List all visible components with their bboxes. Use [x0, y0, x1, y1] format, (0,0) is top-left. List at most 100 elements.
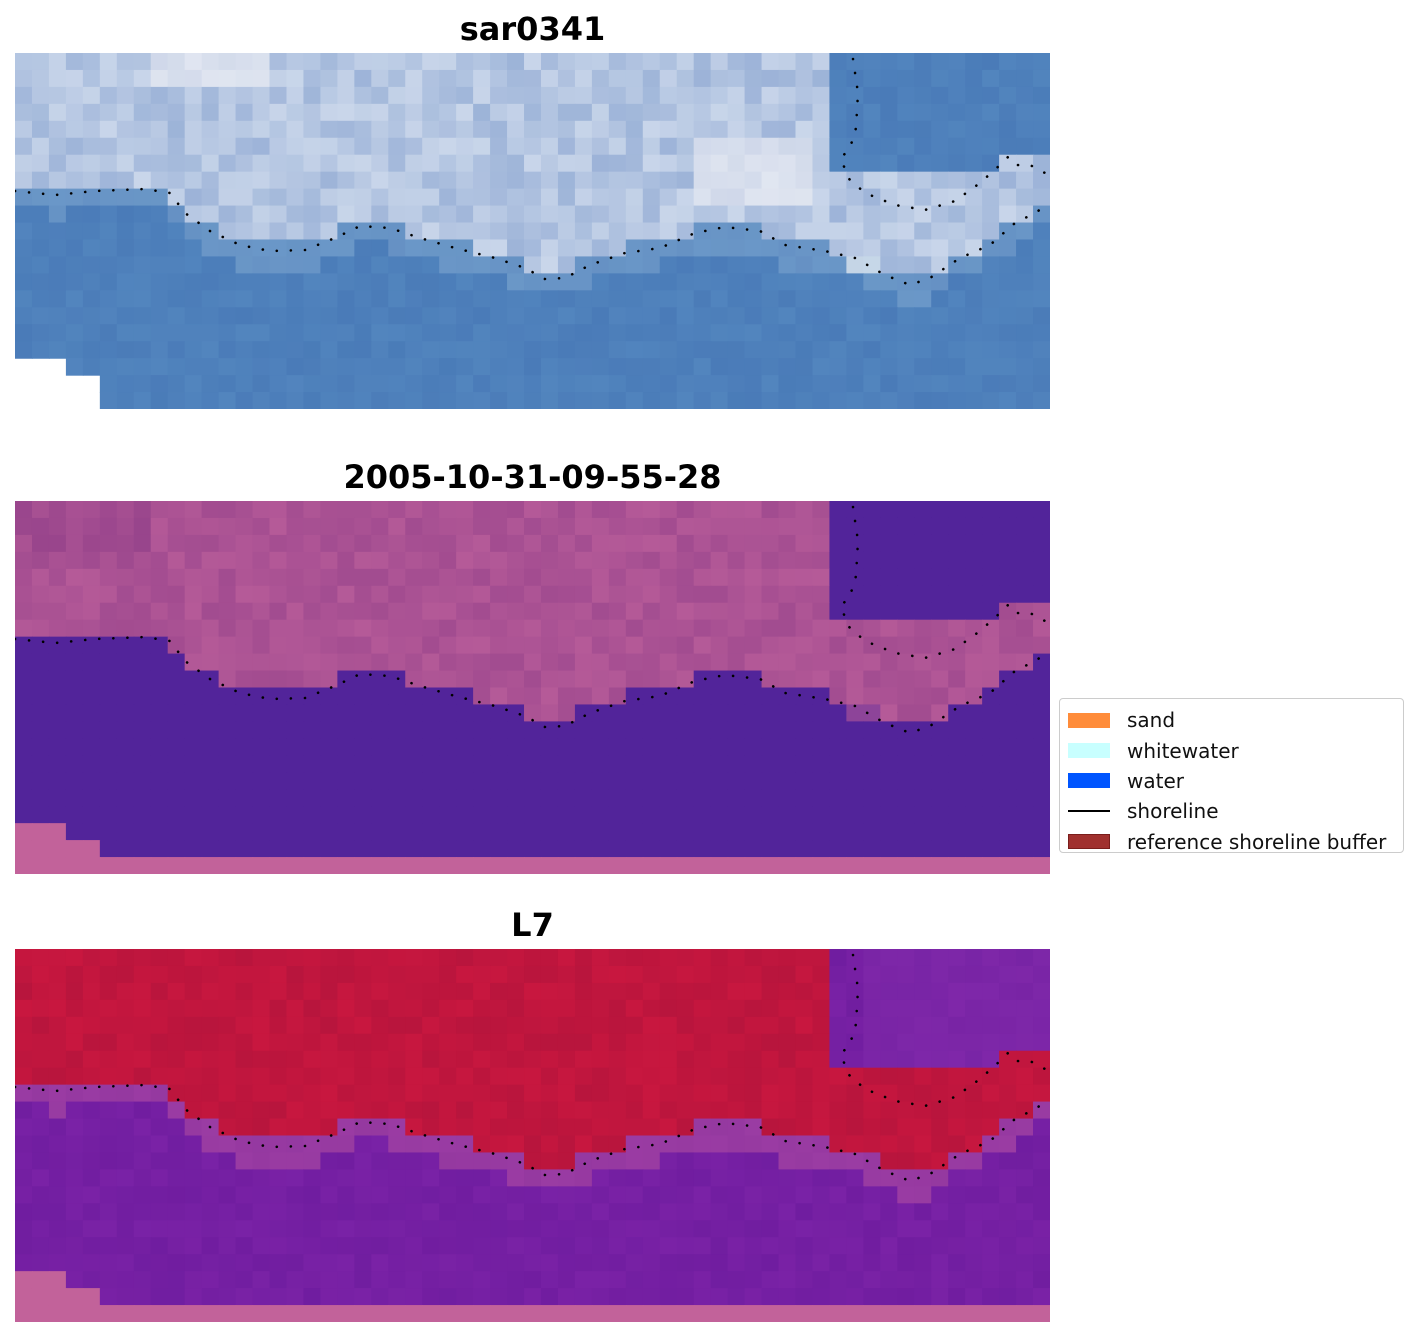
pixel — [1033, 501, 1050, 519]
pixel — [150, 534, 169, 553]
pixel — [405, 1016, 423, 1035]
pixel — [659, 772, 678, 790]
pixel — [252, 1186, 271, 1204]
pixel — [897, 1050, 915, 1069]
pixel — [965, 103, 983, 122]
pixel — [880, 53, 898, 71]
pixel — [218, 120, 237, 139]
pixel — [999, 636, 1017, 655]
pixel — [931, 239, 949, 258]
pixel — [201, 1169, 220, 1187]
pixel — [897, 53, 915, 71]
pixel — [591, 103, 610, 122]
pixel — [591, 222, 610, 241]
pixel — [507, 721, 525, 739]
pixel — [863, 341, 881, 359]
pixel — [286, 307, 305, 325]
pixel — [218, 53, 237, 71]
pixel — [1033, 290, 1050, 308]
pixel — [354, 188, 372, 207]
pixel — [405, 1033, 423, 1052]
pixel — [48, 120, 67, 139]
pixel — [439, 222, 457, 241]
pixel — [150, 789, 169, 807]
pixel — [371, 823, 389, 841]
pixel — [795, 53, 814, 71]
pixel — [1016, 755, 1034, 773]
pixel — [676, 358, 695, 376]
pixel — [999, 772, 1017, 790]
pixel — [507, 154, 525, 173]
pixel — [659, 982, 678, 1001]
pixel — [65, 806, 84, 824]
pixel — [846, 1220, 864, 1238]
pixel — [337, 949, 355, 967]
pixel — [846, 1067, 864, 1086]
pixel — [1033, 86, 1050, 105]
pixel — [965, 670, 983, 689]
pixel — [320, 1016, 338, 1035]
pixel — [65, 69, 84, 88]
pixel — [574, 222, 593, 241]
pixel — [167, 687, 186, 706]
pixel — [778, 69, 797, 88]
pixel — [863, 1271, 881, 1289]
pixel — [99, 256, 118, 274]
pixel — [116, 154, 135, 173]
pixel — [218, 568, 237, 587]
pixel — [490, 982, 508, 1001]
pixel — [524, 86, 542, 105]
pixel — [948, 534, 966, 553]
pixel — [982, 290, 1000, 308]
pixel — [150, 1118, 169, 1137]
pixel — [982, 1067, 1000, 1086]
legend-item-shoreline: shoreline — [1068, 796, 1403, 826]
pixel — [473, 1016, 491, 1035]
pixel — [676, 69, 695, 88]
pixel — [31, 103, 50, 122]
pixel — [625, 222, 644, 241]
pixel — [31, 636, 50, 655]
pixel — [710, 1118, 729, 1137]
pixel — [540, 1288, 559, 1306]
pixel — [761, 999, 780, 1018]
pixel — [710, 1067, 729, 1086]
pixel — [540, 86, 559, 105]
pixel — [982, 840, 1000, 858]
pixel — [354, 517, 372, 536]
pixel — [1033, 1050, 1050, 1069]
pixel — [557, 205, 576, 224]
pixel — [965, 653, 983, 672]
pixel — [524, 1101, 542, 1120]
pixel — [744, 341, 763, 359]
pixel — [880, 103, 898, 122]
pixel — [303, 171, 322, 190]
pixel — [642, 103, 661, 122]
pixel — [48, 239, 67, 258]
pixel — [795, 670, 814, 689]
pixel — [31, 1033, 50, 1052]
pixel — [286, 1220, 305, 1238]
pixel — [540, 1186, 559, 1204]
pixel — [422, 120, 440, 139]
pixel — [965, 551, 983, 570]
pixel — [524, 1050, 542, 1069]
pixel — [490, 1169, 508, 1187]
pixel — [812, 137, 831, 156]
pixel — [1033, 1033, 1050, 1052]
pixel — [948, 256, 966, 274]
pixel — [727, 1050, 746, 1069]
pixel — [473, 120, 491, 139]
pixel — [15, 1220, 33, 1238]
pixel — [574, 1033, 593, 1052]
pixel — [829, 1254, 847, 1272]
pixel — [303, 857, 322, 874]
pixel — [999, 1254, 1017, 1272]
pixel — [982, 53, 1000, 71]
pixel — [574, 585, 593, 604]
pixel — [693, 1016, 712, 1035]
pixel — [999, 1203, 1017, 1221]
pixel — [456, 69, 474, 88]
pixel — [252, 103, 271, 122]
pixel — [642, 392, 661, 409]
